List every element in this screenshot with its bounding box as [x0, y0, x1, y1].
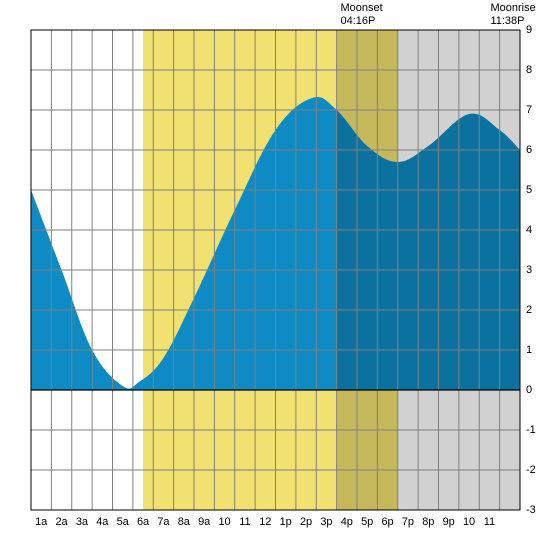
x-tick-label: 7p [402, 516, 414, 528]
x-tick-label: 1a [35, 516, 48, 528]
y-tick-label: -2 [526, 464, 536, 476]
moonset-time: 04:16P [341, 15, 383, 28]
x-tick-label: 8p [422, 516, 434, 528]
x-tick-label: 3a [76, 516, 89, 528]
x-tick-label: 5a [117, 516, 130, 528]
tide-chart: -3-2-101234567891a2a3a4a5a6a7a8a9a101112… [0, 0, 550, 550]
x-tick-label: 9a [198, 516, 211, 528]
moonset-label: Moonset04:16P [341, 2, 383, 28]
x-tick-label: 4p [341, 516, 353, 528]
y-tick-label: 5 [526, 184, 532, 196]
x-tick-label: 9p [443, 516, 455, 528]
x-tick-label: 2a [55, 516, 68, 528]
moonset-title: Moonset [341, 2, 383, 15]
x-tick-label: 6p [381, 516, 393, 528]
x-tick-label: 2p [300, 516, 312, 528]
y-tick-label: 4 [526, 224, 532, 236]
x-tick-label: 4a [96, 516, 109, 528]
x-tick-label: 3p [320, 516, 332, 528]
y-tick-label: -1 [526, 424, 536, 436]
x-tick-label: 8a [178, 516, 191, 528]
x-tick-label: 10 [218, 516, 230, 528]
x-tick-label: 10 [463, 516, 475, 528]
y-tick-label: 8 [526, 64, 532, 76]
x-tick-label: 5p [361, 516, 373, 528]
y-tick-label: 0 [526, 384, 532, 396]
x-tick-label: 7a [157, 516, 170, 528]
y-tick-label: 3 [526, 264, 532, 276]
moonrise-time: 11:38P [490, 15, 535, 28]
x-tick-label: 1p [280, 516, 292, 528]
y-tick-label: 2 [526, 304, 532, 316]
moonrise-label: Moonrise11:38P [490, 2, 535, 28]
y-tick-label: 7 [526, 104, 532, 116]
x-tick-label: 6a [137, 516, 150, 528]
y-tick-label: -3 [526, 504, 536, 516]
y-tick-label: 6 [526, 144, 532, 156]
moonrise-title: Moonrise [490, 2, 535, 15]
x-tick-label: 12 [259, 516, 271, 528]
x-tick-label: 11 [239, 516, 250, 528]
y-tick-label: 1 [526, 344, 532, 356]
x-tick-label: 11 [484, 516, 495, 528]
